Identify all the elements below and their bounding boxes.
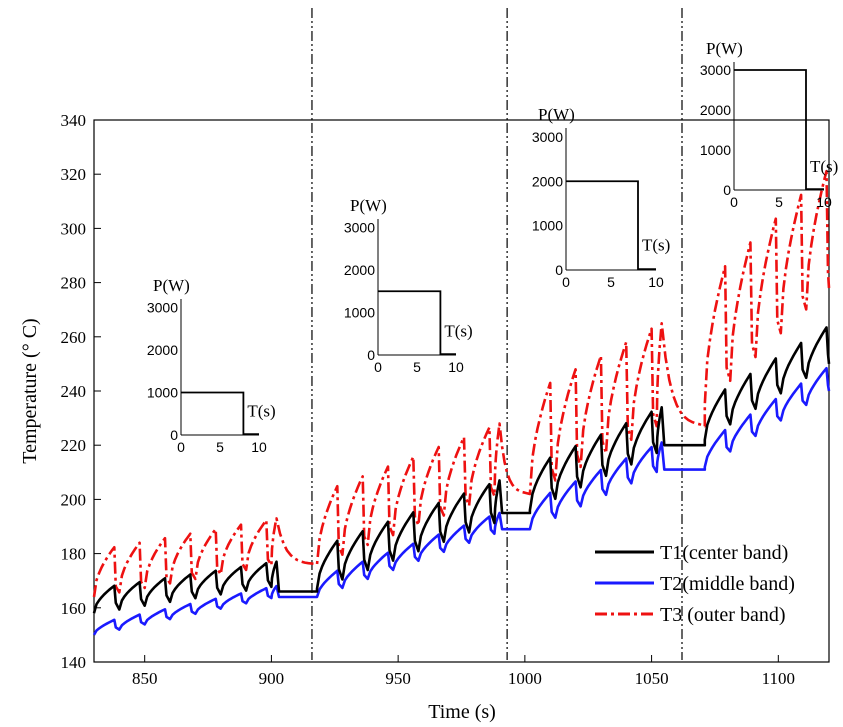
inset-x-label: T(s) xyxy=(642,236,670,255)
y-tick-label: 160 xyxy=(61,599,87,618)
inset-y-label: P(W) xyxy=(706,39,743,58)
power-inset-1: 0 1000 2000 3000 0 5 10 P(W) T(s) xyxy=(147,276,276,455)
inset-y-tick-label: 0 xyxy=(555,262,563,278)
inset-y-tick-label: 1000 xyxy=(344,305,375,321)
y-tick-label: 140 xyxy=(61,653,87,672)
y-tick-label: 340 xyxy=(61,111,87,130)
inset-x-tick-label: 0 xyxy=(374,359,382,375)
series-layer xyxy=(92,169,831,636)
inset-x-tick-label: 0 xyxy=(562,274,570,290)
inset-y-tick-label: 0 xyxy=(367,347,375,363)
inset-x-label: T(s) xyxy=(810,157,838,176)
inset-y-tick-label: 3000 xyxy=(700,62,731,78)
x-axis-title: Time (s) xyxy=(428,701,496,723)
inset-x-tick-label: 0 xyxy=(177,439,185,455)
inset-x-tick-label: 10 xyxy=(816,194,832,210)
inset-x-tick-label: 10 xyxy=(648,274,664,290)
inset-y-tick-label: 1000 xyxy=(147,385,178,401)
inset-y-tick-label: 1000 xyxy=(700,142,731,158)
axes-layer: 140 160 180 200 220 240 260 280 300 320 340 850 900 9… xyxy=(61,111,795,688)
inset-power-line xyxy=(378,290,456,356)
inset-y-tick-label: 3000 xyxy=(344,220,375,236)
inset-y-label: P(W) xyxy=(350,196,387,215)
inset-y-tick-label: 0 xyxy=(723,182,731,198)
inset-y-tick-label: 2000 xyxy=(532,173,563,189)
legend-label-t3: T3 (outer band) xyxy=(660,604,786,626)
inset-y-label: P(W) xyxy=(153,276,190,295)
y-tick-label: 220 xyxy=(61,436,87,455)
inset-x-tick-label: 0 xyxy=(730,194,738,210)
x-tick-label: 1000 xyxy=(508,669,542,688)
legend-label-t1: T1(center band) xyxy=(660,542,788,564)
inset-power-line xyxy=(734,69,824,191)
inset-y-tick-label: 1000 xyxy=(532,218,563,234)
series-t2-line xyxy=(92,366,831,636)
inset-x-tick-label: 10 xyxy=(448,359,464,375)
y-tick-label: 260 xyxy=(61,328,87,347)
legend: T1(center band) T2(middle band) T3 (oute… xyxy=(595,542,795,626)
x-tick-label: 950 xyxy=(385,669,411,688)
series-t1-line xyxy=(92,326,831,614)
y-tick-label: 320 xyxy=(61,165,87,184)
inset-x-label: T(s) xyxy=(444,321,472,340)
inset-y-tick-label: 2000 xyxy=(147,342,178,358)
inset-x-tick-label: 5 xyxy=(216,439,224,455)
y-tick-label: 180 xyxy=(61,545,87,564)
inset-y-label: P(W) xyxy=(538,105,575,124)
series-t3-line xyxy=(92,169,831,598)
x-tick-label: 1050 xyxy=(635,669,669,688)
y-tick-label: 240 xyxy=(61,382,87,401)
y-axis-title: Temperature (° C) xyxy=(19,318,41,463)
inset-y-tick-label: 3000 xyxy=(147,300,178,316)
inset-y-tick-label: 3000 xyxy=(532,129,563,145)
power-inset-2: 0 1000 2000 3000 0 5 10 P(W) T(s) xyxy=(344,196,473,375)
x-tick-label: 850 xyxy=(132,669,158,688)
inset-x-tick-label: 5 xyxy=(607,274,615,290)
inset-x-label: T(s) xyxy=(247,401,275,420)
power-inset-4: 0 1000 2000 3000 0 5 10 P(W) T(s) xyxy=(700,39,838,210)
y-tick-label: 200 xyxy=(61,490,87,509)
inset-x-tick-label: 5 xyxy=(413,359,421,375)
inset-y-tick-label: 2000 xyxy=(344,262,375,278)
y-tick-label: 300 xyxy=(61,219,87,238)
y-tick-label: 280 xyxy=(61,274,87,293)
inset-power-line xyxy=(566,180,656,271)
x-tick-label: 900 xyxy=(259,669,285,688)
inset-power-line xyxy=(181,391,259,436)
inset-x-tick-label: 10 xyxy=(251,439,267,455)
inset-y-tick-label: 2000 xyxy=(700,102,731,118)
power-inset-3: 0 1000 2000 3000 0 5 10 P(W) T(s) xyxy=(532,105,670,290)
inset-x-tick-label: 5 xyxy=(775,194,783,210)
legend-label-t2: T2(middle band) xyxy=(660,573,795,595)
inset-y-tick-label: 0 xyxy=(170,427,178,443)
x-tick-label: 1100 xyxy=(762,669,795,688)
phase-boundaries xyxy=(311,8,683,660)
